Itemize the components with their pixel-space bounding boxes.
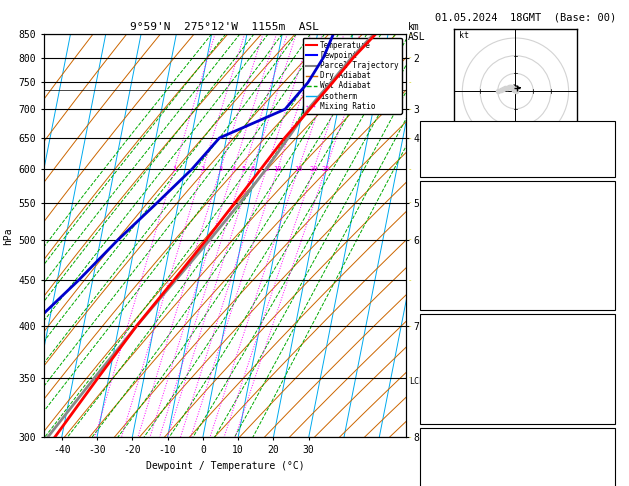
Text: 343°: 343°: [589, 485, 612, 486]
Text: ASL: ASL: [408, 32, 425, 42]
Text: EH: EH: [423, 449, 435, 458]
Text: CAPE (J): CAPE (J): [423, 274, 470, 284]
Text: 10: 10: [274, 166, 282, 172]
Text: 334: 334: [594, 388, 612, 398]
Text: -: -: [409, 375, 411, 381]
Text: Temp (°C): Temp (°C): [423, 202, 476, 211]
Text: -: -: [409, 106, 411, 112]
Text: Lifted Index: Lifted Index: [423, 370, 494, 380]
Text: θe (K): θe (K): [423, 352, 459, 362]
Text: -: -: [409, 237, 411, 243]
Legend: Temperature, Dewpoint, Parcel Trajectory, Dry Adiabat, Wet Adiabat, Isotherm, Mi: Temperature, Dewpoint, Parcel Trajectory…: [303, 38, 402, 114]
Text: PW (cm): PW (cm): [423, 161, 464, 171]
Text: 15.8: 15.8: [589, 220, 612, 229]
Text: 8: 8: [264, 166, 269, 172]
Text: -: -: [409, 323, 411, 329]
Text: 351: 351: [594, 238, 612, 247]
Text: 0: 0: [606, 292, 612, 302]
Text: 6: 6: [250, 166, 255, 172]
Text: 2.63: 2.63: [589, 161, 612, 171]
Text: 20: 20: [309, 166, 318, 172]
Text: -1: -1: [600, 370, 612, 380]
Title: 9°59'N  275°12'W  1155m  ASL: 9°59'N 275°12'W 1155m ASL: [130, 22, 320, 32]
Text: 885: 885: [594, 334, 612, 344]
Text: kt: kt: [459, 31, 469, 40]
Text: Mixing Ratio (g/kg): Mixing Ratio (g/kg): [448, 188, 457, 283]
Text: Hodograph: Hodograph: [491, 432, 544, 441]
Text: 351: 351: [594, 352, 612, 362]
Text: 25: 25: [321, 166, 330, 172]
Text: θe(K): θe(K): [423, 238, 453, 247]
Text: Totals Totals: Totals Totals: [423, 143, 499, 153]
Text: 1: 1: [172, 166, 176, 172]
Text: -: -: [409, 31, 411, 37]
Text: 334: 334: [594, 274, 612, 284]
Text: 15: 15: [294, 166, 303, 172]
Text: 4: 4: [231, 166, 236, 172]
Text: Pressure (mb): Pressure (mb): [423, 334, 499, 344]
Text: CIN (J): CIN (J): [423, 292, 464, 302]
Text: 34: 34: [600, 126, 612, 136]
Text: 0: 0: [606, 449, 612, 458]
Text: Surface: Surface: [497, 184, 538, 194]
Text: -: -: [409, 278, 411, 283]
Text: 43: 43: [600, 143, 612, 153]
Text: Most Unstable: Most Unstable: [479, 317, 556, 327]
Text: 2: 2: [201, 166, 205, 172]
Text: StmDir: StmDir: [423, 485, 459, 486]
Text: K: K: [423, 126, 429, 136]
Text: -: -: [409, 166, 411, 172]
Y-axis label: hPa: hPa: [3, 227, 13, 244]
Text: km: km: [408, 22, 420, 32]
Text: -: -: [409, 135, 411, 141]
Text: 3: 3: [218, 166, 223, 172]
Text: CAPE (J): CAPE (J): [423, 388, 470, 398]
Text: 0: 0: [606, 467, 612, 476]
Text: 01.05.2024  18GMT  (Base: 00): 01.05.2024 18GMT (Base: 00): [435, 12, 616, 22]
Text: -: -: [409, 200, 411, 206]
Text: 5: 5: [242, 166, 246, 172]
Text: SREH: SREH: [423, 467, 447, 476]
Text: -1: -1: [600, 256, 612, 265]
Text: -: -: [409, 434, 411, 440]
Text: LCL: LCL: [409, 377, 425, 385]
Text: 28.3: 28.3: [589, 202, 612, 211]
Text: Lifted Index: Lifted Index: [423, 256, 494, 265]
X-axis label: Dewpoint / Temperature (°C): Dewpoint / Temperature (°C): [145, 461, 304, 470]
Text: Dewp (°C): Dewp (°C): [423, 220, 476, 229]
Text: -: -: [409, 80, 411, 86]
Text: 0: 0: [606, 406, 612, 416]
Text: CIN (J): CIN (J): [423, 406, 464, 416]
Text: -: -: [409, 54, 411, 60]
